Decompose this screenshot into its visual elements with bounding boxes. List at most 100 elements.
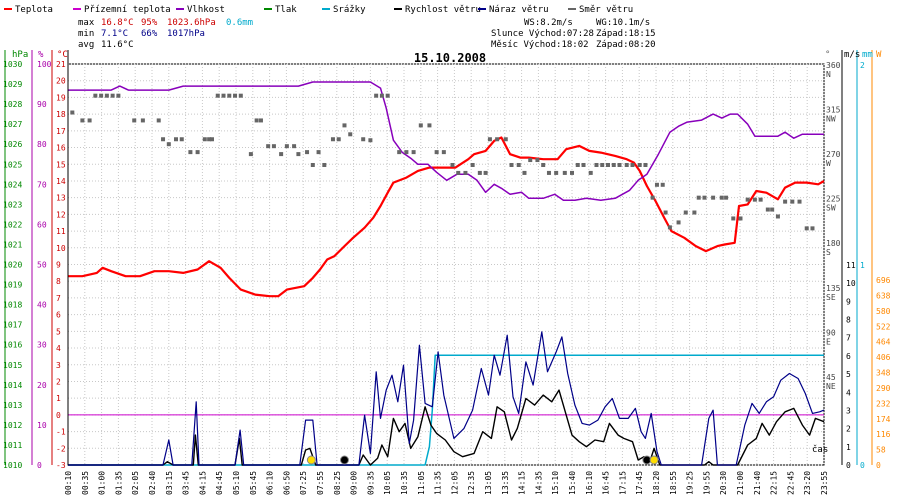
solar-tick-label: 58 (876, 446, 886, 455)
stat-min-press: 1017hPa (167, 29, 205, 39)
wind-speed-tick-label: 8 (846, 316, 851, 325)
x-tick-label: 23:20 (803, 471, 812, 495)
humidity-tick-label: 60 (37, 220, 47, 229)
wind-dir-point (418, 123, 423, 128)
unit-ms: m/s (844, 50, 860, 60)
humidity-tick-label: 0 (37, 461, 42, 470)
x-tick-label: 13:05 (484, 471, 493, 495)
x-tick-label: 00:10 (64, 471, 73, 495)
temperature-tick-label: 8 (56, 277, 61, 286)
wind-dir-point (233, 93, 238, 98)
x-tick-label: 04:45 (215, 471, 224, 495)
wind-dir-tick-compass: NW (826, 115, 836, 124)
wind-dir-point (667, 225, 672, 230)
x-tick-label: 11:35 (434, 471, 443, 495)
wind-dir-point (174, 137, 178, 142)
temperature-tick-label: 13 (56, 194, 66, 203)
wind-dir-point (770, 207, 775, 212)
x-tick-label: 13:35 (501, 471, 510, 495)
x-tick-label: 04:15 (198, 471, 207, 495)
x-tick-label: 18:20 (652, 471, 661, 495)
wind-speed-tick-label: 11 (846, 261, 856, 270)
solar-tick-label: 522 (876, 322, 891, 331)
wind-speed-line (68, 389, 825, 466)
sunset-marker (649, 455, 659, 465)
pressure-tick-label: 1022 (3, 220, 22, 229)
wind-dir-tick-compass: E (826, 337, 831, 346)
wind-dir-point (456, 170, 461, 175)
x-tick-label: 17:45 (635, 471, 644, 495)
wind-dir-point (660, 182, 665, 187)
chart-date-title: 15.10.2008 (414, 51, 486, 65)
x-tick-label: 05:10 (232, 471, 241, 495)
wind-dir-point (731, 216, 736, 221)
unit-hpa: hPa (12, 50, 28, 60)
wind-dir-point (296, 152, 301, 157)
x-tick-label: 09:00 (350, 471, 359, 495)
wind-dir-point (600, 162, 605, 167)
wind-speed-tick-label: 5 (846, 370, 851, 379)
wind-dir-point (397, 150, 402, 155)
x-tick-label: 19:55 (702, 471, 711, 495)
info-sun-set: Západ:18:15 (596, 29, 656, 39)
humidity-tick-label: 100 (37, 60, 52, 69)
wind-dir-point (411, 150, 416, 155)
x-tick-label: 03:45 (182, 471, 191, 495)
x-tick-label: 12:35 (467, 471, 476, 495)
x-tick-label: 07:25 (299, 471, 308, 495)
wind-speed-tick-label: 1 (846, 443, 851, 452)
wind-dir-point (292, 144, 297, 149)
x-tick-label: 22:45 (786, 471, 795, 495)
pressure-tick-label: 1023 (3, 200, 22, 209)
wind-dir-point (348, 132, 353, 137)
temperature-tick-label: 7 (56, 294, 61, 303)
stat-max-press: 1023.6hPa (167, 18, 216, 28)
wind-dir-point (810, 226, 815, 231)
x-tick-label: 01:00 (98, 471, 107, 495)
stat-max-rain: 0.6mm (226, 18, 253, 28)
wind-dir-point (594, 162, 599, 167)
pressure-tick-label: 1027 (3, 120, 22, 129)
wind-dir-tick-value: 315 (826, 106, 841, 115)
wind-dir-point (775, 214, 780, 219)
wind-dir-point (266, 144, 271, 149)
solar-tick-label: 696 (876, 276, 891, 285)
wind-speed-tick-label: 0 (846, 461, 851, 470)
stat-avg-label: avg (78, 40, 94, 50)
wind-dir-point (215, 93, 220, 98)
wind-gust-line (68, 331, 825, 466)
wind-dir-point (630, 162, 635, 167)
x-tick-label: 12:05 (450, 471, 459, 495)
stat-avg-temp: 11.6°C (101, 40, 134, 50)
temperature-tick-label: -1 (56, 428, 66, 437)
temperature-tick-label: 19 (56, 93, 66, 102)
pressure-tick-label: 1020 (3, 261, 22, 270)
wind-dir-point (765, 207, 770, 212)
wind-dir-tick-value: 180 (826, 239, 841, 248)
temperature-tick-label: 20 (56, 77, 66, 86)
x-tick-label: 11:05 (417, 471, 426, 495)
wind-dir-point (336, 137, 341, 142)
wind-dir-point (221, 93, 226, 98)
wind-dir-point (80, 118, 85, 123)
pressure-tick-label: 1012 (3, 421, 22, 430)
humidity-tick-label: 70 (37, 180, 47, 189)
wind-dir-point (305, 150, 310, 155)
pressure-tick-label: 1025 (3, 160, 22, 169)
wind-dir-point (581, 162, 586, 167)
wind-dir-point (663, 210, 668, 215)
rain-tick-label: 1 (860, 261, 865, 270)
x-tick-label: 02:40 (148, 471, 157, 495)
wind-dir-point (132, 118, 137, 123)
wind-dir-point (116, 93, 121, 98)
wind-dir-point (611, 162, 616, 167)
solar-tick-label: 464 (876, 338, 891, 347)
info-block: WS:8.2m/s WG:10.1m/s Slunce Východ:07:28… (491, 18, 656, 50)
x-tick-label: 18:55 (669, 471, 678, 495)
temperature-tick-label: 21 (56, 60, 66, 69)
x-tick-label: 10:35 (400, 471, 409, 495)
pressure-tick-label: 1011 (3, 441, 22, 450)
pressure-tick-label: 1014 (3, 381, 22, 390)
temperature-tick-label: -3 (56, 461, 66, 470)
legend-label: Přízemní teplota (84, 5, 171, 15)
